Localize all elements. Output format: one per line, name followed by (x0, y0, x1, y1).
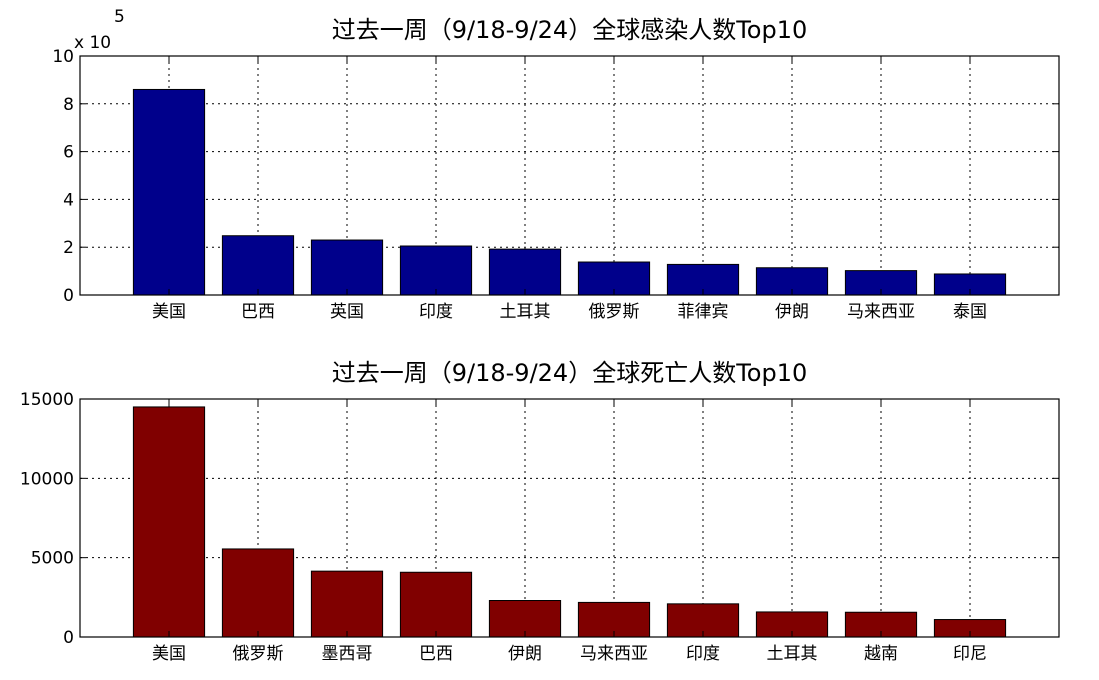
x-tick-label: 巴西 (241, 302, 275, 322)
x-tick-label: 美国 (152, 644, 186, 664)
bar-巴西 (399, 571, 473, 638)
bar-墨西哥 (310, 570, 384, 638)
y-tick-label: 10 (52, 47, 74, 67)
bar-巴西 (221, 235, 295, 296)
bar-美国 (132, 406, 206, 638)
infections-chart: 过去一周（9/18-9/24）全球感染人数Top10 0 2 4 6 8 10 美国 巴西 英国 印… (52, 7, 1060, 322)
x-tick-label: 伊朗 (775, 302, 809, 322)
chart-title: 过去一周（9/18-9/24）全球死亡人数Top10 (332, 359, 808, 387)
y-tick-label: 0 (63, 628, 74, 648)
y-multiplier-label: x 10 (74, 33, 111, 53)
y-tick-label: 8 (63, 95, 74, 115)
x-tick-label: 伊朗 (508, 644, 542, 664)
x-tick-label: 俄罗斯 (589, 302, 640, 322)
bar-俄罗斯 (221, 548, 295, 638)
x-tick-label: 越南 (864, 644, 898, 664)
x-tick-label: 泰国 (953, 302, 987, 322)
y-tick-label: 2 (63, 238, 74, 258)
y-tick-label: 10000 (20, 469, 74, 489)
deaths-chart: 过去一周（9/18-9/24）全球死亡人数Top10 0 5000 10000 1500… (20, 359, 1060, 664)
x-tick-label: 土耳其 (767, 644, 818, 664)
chart-title: 过去一周（9/18-9/24）全球感染人数Top10 (332, 16, 808, 44)
x-tick-label: 英国 (330, 302, 364, 322)
bar-伊朗 (488, 600, 562, 638)
y-tick-label: 5000 (31, 549, 74, 569)
bar-印度 (399, 245, 473, 296)
plot-frame (79, 55, 1060, 296)
y-tick-label: 6 (63, 143, 74, 163)
bar-英国 (310, 239, 384, 296)
x-tick-label: 马来西亚 (580, 644, 648, 664)
x-tick-label: 菲律宾 (678, 302, 729, 322)
x-tick-label: 美国 (152, 302, 186, 322)
y-tick-label: 4 (63, 190, 74, 210)
x-tick-label: 印尼 (953, 644, 987, 664)
x-tick-label: 巴西 (419, 644, 453, 664)
bar-美国 (132, 88, 206, 296)
x-tick-label: 俄罗斯 (233, 644, 284, 664)
x-tick-label: 印度 (419, 302, 453, 322)
y-tick-label: 0 (63, 286, 74, 306)
y-tick-label: 15000 (20, 390, 74, 410)
x-tick-label: 土耳其 (500, 302, 551, 322)
x-tick-label: 印度 (686, 644, 720, 664)
x-tick-label: 墨西哥 (322, 644, 373, 664)
bar-土耳其 (488, 248, 562, 296)
plot-frame (79, 398, 1060, 638)
y-multiplier-exponent: 5 (114, 7, 125, 27)
x-tick-label: 马来西亚 (847, 302, 915, 322)
